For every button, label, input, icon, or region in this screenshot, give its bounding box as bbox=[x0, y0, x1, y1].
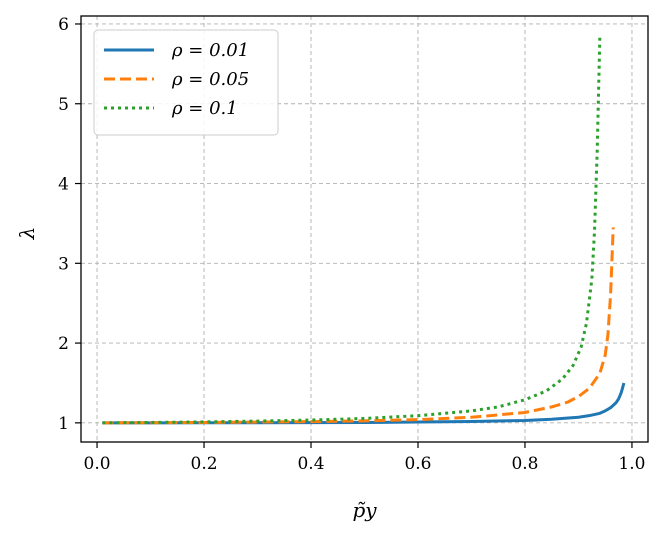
y-tick-label: 6 bbox=[58, 15, 69, 35]
x-tick-label: 1.0 bbox=[618, 454, 645, 474]
y-axis-label: λ bbox=[15, 227, 39, 241]
series-lines bbox=[102, 35, 626, 425]
y-tick-label: 2 bbox=[58, 334, 69, 354]
axis-ticks: 0.0 0.2 0.4 0.6 0.8 1.0 1 2 3 4 5 6 bbox=[58, 15, 645, 474]
x-tick-label: 0.0 bbox=[84, 454, 111, 474]
legend: ρ = 0.01 ρ = 0.05 ρ = 0.1 bbox=[93, 29, 279, 136]
x-tick-label: 0.4 bbox=[297, 454, 324, 474]
legend-label-3: ρ = 0.1 bbox=[171, 98, 238, 119]
series-line-2 bbox=[102, 227, 615, 425]
y-tick-label: 4 bbox=[58, 175, 69, 195]
x-tick-label: 0.8 bbox=[511, 454, 538, 474]
x-axis-label: p̃y bbox=[352, 498, 377, 522]
series-line-1 bbox=[102, 382, 626, 425]
legend-label-1: ρ = 0.01 bbox=[171, 40, 249, 61]
y-tick-label: 1 bbox=[58, 414, 69, 434]
x-tick-label: 0.2 bbox=[191, 454, 218, 474]
plot-frame bbox=[80, 15, 649, 443]
y-tick-label: 5 bbox=[58, 95, 69, 115]
legend-label-2: ρ = 0.05 bbox=[171, 69, 249, 90]
x-tick-label: 0.6 bbox=[404, 454, 431, 474]
y-tick-label: 3 bbox=[58, 254, 69, 274]
series-line-3 bbox=[102, 35, 602, 425]
